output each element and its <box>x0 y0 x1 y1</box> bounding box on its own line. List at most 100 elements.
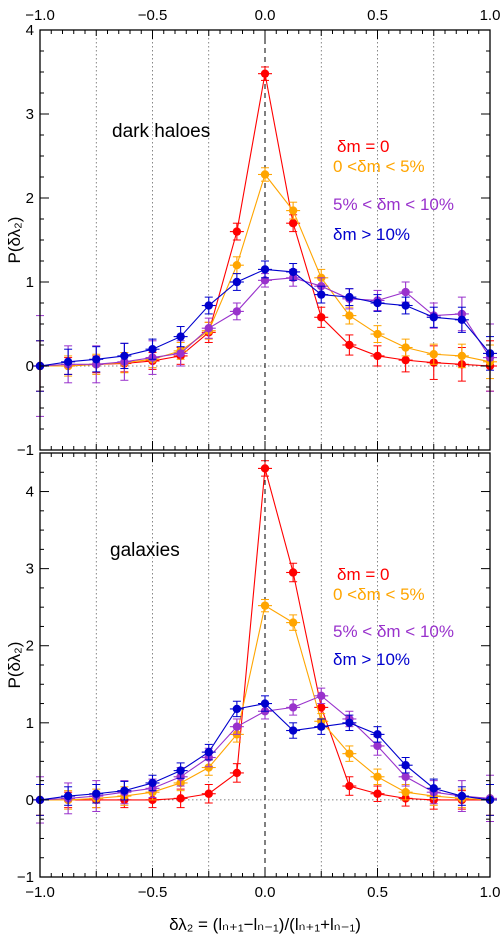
y-axis-label: P(δλ₂) <box>5 217 24 264</box>
x-tick-label-top: −0.5 <box>138 7 168 24</box>
x-tick-label-bottom: 0.5 <box>367 884 388 901</box>
data-point <box>288 219 298 228</box>
data-point <box>401 301 410 310</box>
data-point <box>288 703 298 712</box>
data-point <box>260 464 270 473</box>
data-point <box>232 704 242 714</box>
data-point <box>401 355 410 365</box>
y-axis-label: P(δλ₂) <box>5 642 24 689</box>
data-point <box>345 781 354 791</box>
data-point <box>204 301 213 310</box>
data-point <box>345 340 354 350</box>
data-point <box>288 726 298 735</box>
x-tick-label-bottom: 1.0 <box>480 884 501 901</box>
legend-entry: 5% < δm < 10% <box>333 195 454 214</box>
data-point <box>401 772 410 781</box>
data-point <box>373 298 382 308</box>
data-point <box>148 778 157 788</box>
panel-galaxies: −1 0 1 2 3 4 −1.0 −0.5 0.0 0.5 1.0 P(δλ₂) galaxies δm… <box>5 452 501 901</box>
x-tick-label-bottom: 0.0 <box>255 884 276 901</box>
data-point <box>63 357 73 366</box>
data-point <box>176 332 185 341</box>
y-tick-label: 4 <box>26 22 34 39</box>
data-point <box>457 315 467 324</box>
data-point <box>232 722 242 731</box>
data-point <box>401 761 410 770</box>
legend-entry: 5% < δm < 10% <box>333 622 454 641</box>
y-tick-label: 4 <box>26 484 34 501</box>
data-point <box>260 699 270 708</box>
y-tick-label: 0 <box>26 792 34 809</box>
data-point <box>204 324 213 333</box>
y-tick-label: 2 <box>26 638 34 655</box>
data-point <box>92 789 101 798</box>
series-bottom-3 <box>33 695 497 816</box>
data-point <box>120 351 129 361</box>
data-point <box>317 703 326 712</box>
data-point <box>204 789 213 798</box>
data-point <box>457 351 467 361</box>
data-point <box>457 791 467 801</box>
data-point <box>176 349 185 358</box>
data-point <box>232 261 242 270</box>
data-point <box>260 601 270 610</box>
data-point <box>120 786 129 795</box>
series-top-3 <box>33 260 497 392</box>
legend-entry: 0 <δm < 5% <box>333 585 425 604</box>
data-point <box>288 267 298 277</box>
y-tick-label: 0 <box>26 358 34 375</box>
data-point <box>317 722 326 731</box>
data-point <box>317 313 326 322</box>
shared-axis-labels: δλ₂ = (lₙ₊₁−lₙ₋₁)/(lₙ₊₁+lₙ₋₁) <box>169 915 361 934</box>
y-tick-label: −1 <box>17 869 34 886</box>
data-point <box>260 265 270 274</box>
data-point <box>373 741 382 751</box>
legend-entry: δm > 10% <box>333 650 410 669</box>
x-tick-label-bottom: −1.0 <box>25 884 55 901</box>
data-point <box>288 618 298 627</box>
data-point <box>429 313 438 322</box>
data-point <box>345 718 354 728</box>
y-tick-label: 3 <box>26 561 34 578</box>
panel-annotation: galaxies <box>110 540 180 561</box>
data-point <box>373 789 382 798</box>
data-point <box>260 69 270 78</box>
data-point <box>260 170 270 179</box>
panel-annotation: dark haloes <box>112 121 210 142</box>
y-tick-label: 3 <box>26 106 34 123</box>
data-point <box>373 730 382 739</box>
y-tick-label: 1 <box>26 715 34 732</box>
data-point <box>204 763 213 772</box>
x-tick-label-bottom: −0.5 <box>138 884 168 901</box>
legend-entry: δm = 0 <box>337 137 389 156</box>
legend-entry: δm > 10% <box>333 225 410 244</box>
y-tick-label: −1 <box>17 442 34 459</box>
data-point <box>373 329 382 339</box>
legend-entry: δm = 0 <box>337 565 389 584</box>
data-point <box>148 345 157 354</box>
x-axis-label: δλ₂ = (lₙ₊₁−lₙ₋₁)/(lₙ₊₁+lₙ₋₁) <box>169 915 361 934</box>
data-point <box>373 351 382 361</box>
data-point <box>317 290 326 299</box>
x-tick-label-top: 1.0 <box>480 7 501 24</box>
data-point <box>288 206 298 215</box>
data-point <box>429 784 438 793</box>
data-point <box>401 788 410 797</box>
legend-entry: 0 <δm < 5% <box>333 157 425 176</box>
data-point <box>92 355 101 364</box>
y-tick-label: 1 <box>26 274 34 291</box>
data-point <box>373 772 382 781</box>
data-point <box>317 691 326 701</box>
data-point <box>176 766 185 775</box>
x-tick-label-top: −1.0 <box>25 7 55 24</box>
data-point <box>204 747 213 757</box>
x-tick-label-top: 0.0 <box>255 7 276 24</box>
y-tick-label: 2 <box>26 190 34 207</box>
data-point <box>429 350 438 359</box>
data-point <box>63 791 73 801</box>
data-point <box>401 343 410 352</box>
panel-dark-haloes: −1 0 1 2 3 4−1.0 −0.5 0.0 0.5 1.0 P(δλ₂) dark haloe… <box>5 7 500 459</box>
data-point <box>345 749 354 758</box>
data-point <box>345 292 354 302</box>
